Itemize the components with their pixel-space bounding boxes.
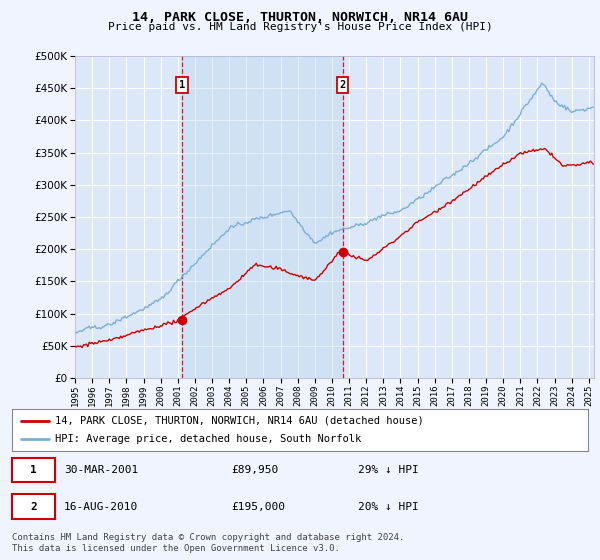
Text: 30-MAR-2001: 30-MAR-2001: [64, 465, 138, 475]
Text: 2: 2: [340, 80, 346, 90]
Text: 16-AUG-2010: 16-AUG-2010: [64, 502, 138, 511]
Text: 1: 1: [30, 465, 37, 475]
Text: £89,950: £89,950: [231, 465, 278, 475]
Text: 20% ↓ HPI: 20% ↓ HPI: [358, 502, 418, 511]
Text: 2: 2: [30, 502, 37, 511]
Text: 14, PARK CLOSE, THURTON, NORWICH, NR14 6AU: 14, PARK CLOSE, THURTON, NORWICH, NR14 6…: [132, 11, 468, 24]
Text: £195,000: £195,000: [231, 502, 285, 511]
Text: 29% ↓ HPI: 29% ↓ HPI: [358, 465, 418, 475]
Text: 1: 1: [179, 80, 185, 90]
Text: Price paid vs. HM Land Registry's House Price Index (HPI): Price paid vs. HM Land Registry's House …: [107, 22, 493, 32]
FancyBboxPatch shape: [12, 458, 55, 482]
Bar: [182, 56, 343, 378]
FancyBboxPatch shape: [12, 494, 55, 519]
Text: Contains HM Land Registry data © Crown copyright and database right 2024.
This d: Contains HM Land Registry data © Crown c…: [12, 533, 404, 553]
Text: HPI: Average price, detached house, South Norfolk: HPI: Average price, detached house, Sout…: [55, 435, 361, 445]
Text: 14, PARK CLOSE, THURTON, NORWICH, NR14 6AU (detached house): 14, PARK CLOSE, THURTON, NORWICH, NR14 6…: [55, 416, 424, 426]
